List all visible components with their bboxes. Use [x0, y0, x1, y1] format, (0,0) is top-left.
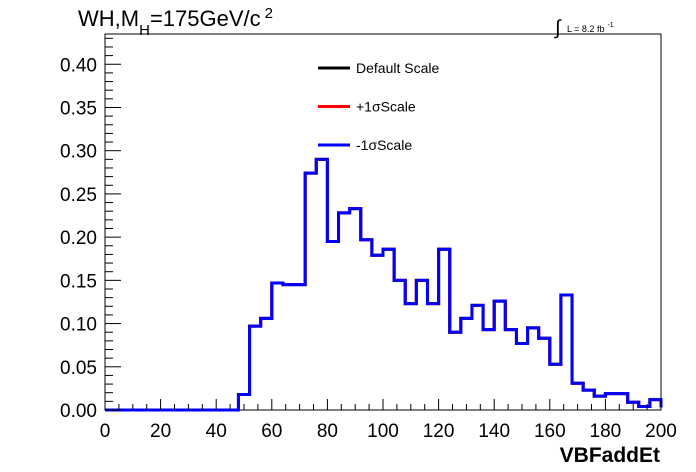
chart-title-superscript: 2	[265, 5, 273, 22]
y-axis: 0.00 0.05 0.10 0.15 0.20 0.25 0.30 0.35 0.40	[60, 37, 121, 422]
x-tick-label: 20	[150, 421, 171, 442]
lumi-label: L = 8.2 fb -1	[567, 22, 614, 34]
legend-label: Default Scale	[356, 60, 439, 76]
chart-title-main: WH,M	[78, 6, 139, 31]
y-tick-label: 0.10	[60, 315, 97, 336]
y-tick-label: 0.05	[60, 358, 97, 379]
x-tick-label: 60	[261, 421, 282, 442]
y-tick-label: 0.20	[60, 228, 97, 249]
x-tick-label: 80	[317, 421, 338, 442]
y-tick-label: 0.00	[60, 401, 97, 422]
legend-label: -1σScale	[356, 137, 412, 153]
chart-title-rest: =175GeV/c	[150, 6, 261, 31]
x-tick-label: 140	[478, 421, 510, 442]
lumi-integral-sign: ∫	[554, 17, 562, 39]
x-tick-label: 100	[367, 421, 399, 442]
y-tick-label: 0.40	[60, 55, 97, 76]
y-tick-label: 0.35	[60, 98, 97, 119]
x-tick-label: 200	[645, 421, 677, 442]
x-tick-label: 0	[100, 421, 111, 442]
y-tick-label: 0.25	[60, 185, 97, 206]
x-tick-label: 40	[206, 421, 227, 442]
x-axis: 0 20 40 60 80 100 120 140 160 180 200	[100, 399, 677, 442]
legend-label: +1σScale	[356, 99, 416, 115]
lumi-superscript: -1	[607, 22, 613, 29]
x-tick-label: 160	[534, 421, 566, 442]
x-tick-label: 180	[590, 421, 622, 442]
legend: Default Scale +1σScale -1σScale	[318, 60, 439, 153]
x-axis-label: VBFaddEt	[560, 444, 660, 467]
chart-title: WH,MH=175GeV/c 2	[78, 5, 273, 39]
series-line-3	[105, 157, 663, 412]
x-tick-label: 120	[423, 421, 455, 442]
series-layer	[105, 157, 663, 412]
y-tick-label: 0.30	[60, 142, 97, 163]
y-tick-label: 0.15	[60, 271, 97, 292]
chart-title-subscript: H	[139, 22, 150, 39]
lumi-text: L = 8.2 fb	[567, 24, 604, 34]
